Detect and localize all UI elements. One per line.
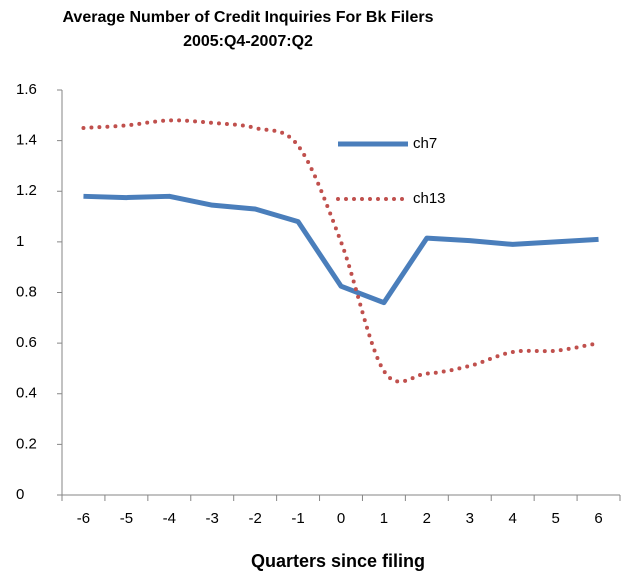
y-tick-label: 1.6	[16, 81, 37, 98]
y-tick-label: 0.4	[16, 385, 37, 402]
legend-label: ch7	[413, 135, 437, 152]
y-tick-label: 1	[16, 233, 24, 250]
chart-subtitle: 2005:Q4-2007:Q2	[183, 33, 313, 50]
y-tick-label: 0.6	[16, 334, 37, 351]
y-tick-label: 0.2	[16, 435, 37, 452]
x-tick-label: 1	[380, 510, 388, 527]
y-tick-label: 0	[16, 486, 24, 503]
x-tick-label: -5	[120, 510, 133, 527]
x-tick-label: 0	[337, 510, 345, 527]
x-tick-label: -2	[248, 510, 261, 527]
series-line	[83, 193, 599, 306]
x-tick-label: 6	[594, 510, 602, 527]
x-tick-label: -6	[77, 510, 90, 527]
x-axis-title: Quarters since filing	[251, 551, 425, 571]
x-tick-label: 3	[466, 510, 474, 527]
series-line	[81, 118, 601, 384]
y-tick-label: 1.4	[16, 132, 37, 149]
legend-label: ch13	[413, 190, 446, 207]
y-tick-label: 1.2	[16, 182, 37, 199]
x-tick-label: -1	[291, 510, 304, 527]
x-tick-label: -3	[206, 510, 219, 527]
x-tick-label: 4	[509, 510, 517, 527]
x-tick-label: -4	[163, 510, 176, 527]
y-tick-label: 0.8	[16, 283, 37, 300]
x-tick-label: 2	[423, 510, 431, 527]
x-tick-label: 5	[551, 510, 559, 527]
chart-title: Average Number of Credit Inquiries For B…	[62, 9, 433, 26]
